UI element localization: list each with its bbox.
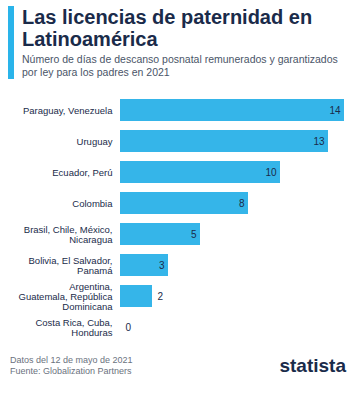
html-text:Número de días de descanso pos: Número de días de descanso posnatal remu… [22, 53, 338, 78]
svg-text:14: 14 [329, 105, 341, 116]
html-text:statista: statista [279, 355, 346, 376]
svg-text:Uruguay: Uruguay [77, 136, 113, 147]
html-text:Datos del 12 de mayo de 2021: Datos del 12 de mayo de 2021 [10, 355, 133, 365]
svg-text:13: 13 [313, 136, 325, 147]
html-text:Fuente: Globalization Partners: Fuente: Globalization Partners [10, 366, 132, 376]
svg-text:0: 0 [126, 322, 132, 333]
svg-text:8: 8 [239, 198, 245, 209]
svg-text:5: 5 [191, 229, 197, 240]
svg-text:Argentina,Guatemala, República: Argentina,Guatemala, RepúblicaDominicana [19, 281, 114, 312]
svg-text:Costa Rica, Cuba,Honduras: Costa Rica, Cuba,Honduras [35, 317, 112, 338]
html-text:Las licencias de paternidad en: Las licencias de paternidad en Latinoamé… [22, 6, 313, 50]
svg-text:Bolivia, El Salvador,Panamá: Bolivia, El Salvador,Panamá [29, 255, 114, 276]
svg-text:Ecuador, Perú: Ecuador, Perú [52, 167, 112, 178]
svg-text:Brasil, Chile, México,Nicaragu: Brasil, Chile, México,Nicaragua [24, 224, 113, 245]
svg-text:2: 2 [158, 291, 164, 302]
svg-text:3: 3 [159, 260, 165, 271]
svg-text:Colombia: Colombia [72, 198, 113, 209]
svg-text:Paraguay, Venezuela: Paraguay, Venezuela [23, 105, 113, 116]
svg-text:10: 10 [265, 167, 277, 178]
